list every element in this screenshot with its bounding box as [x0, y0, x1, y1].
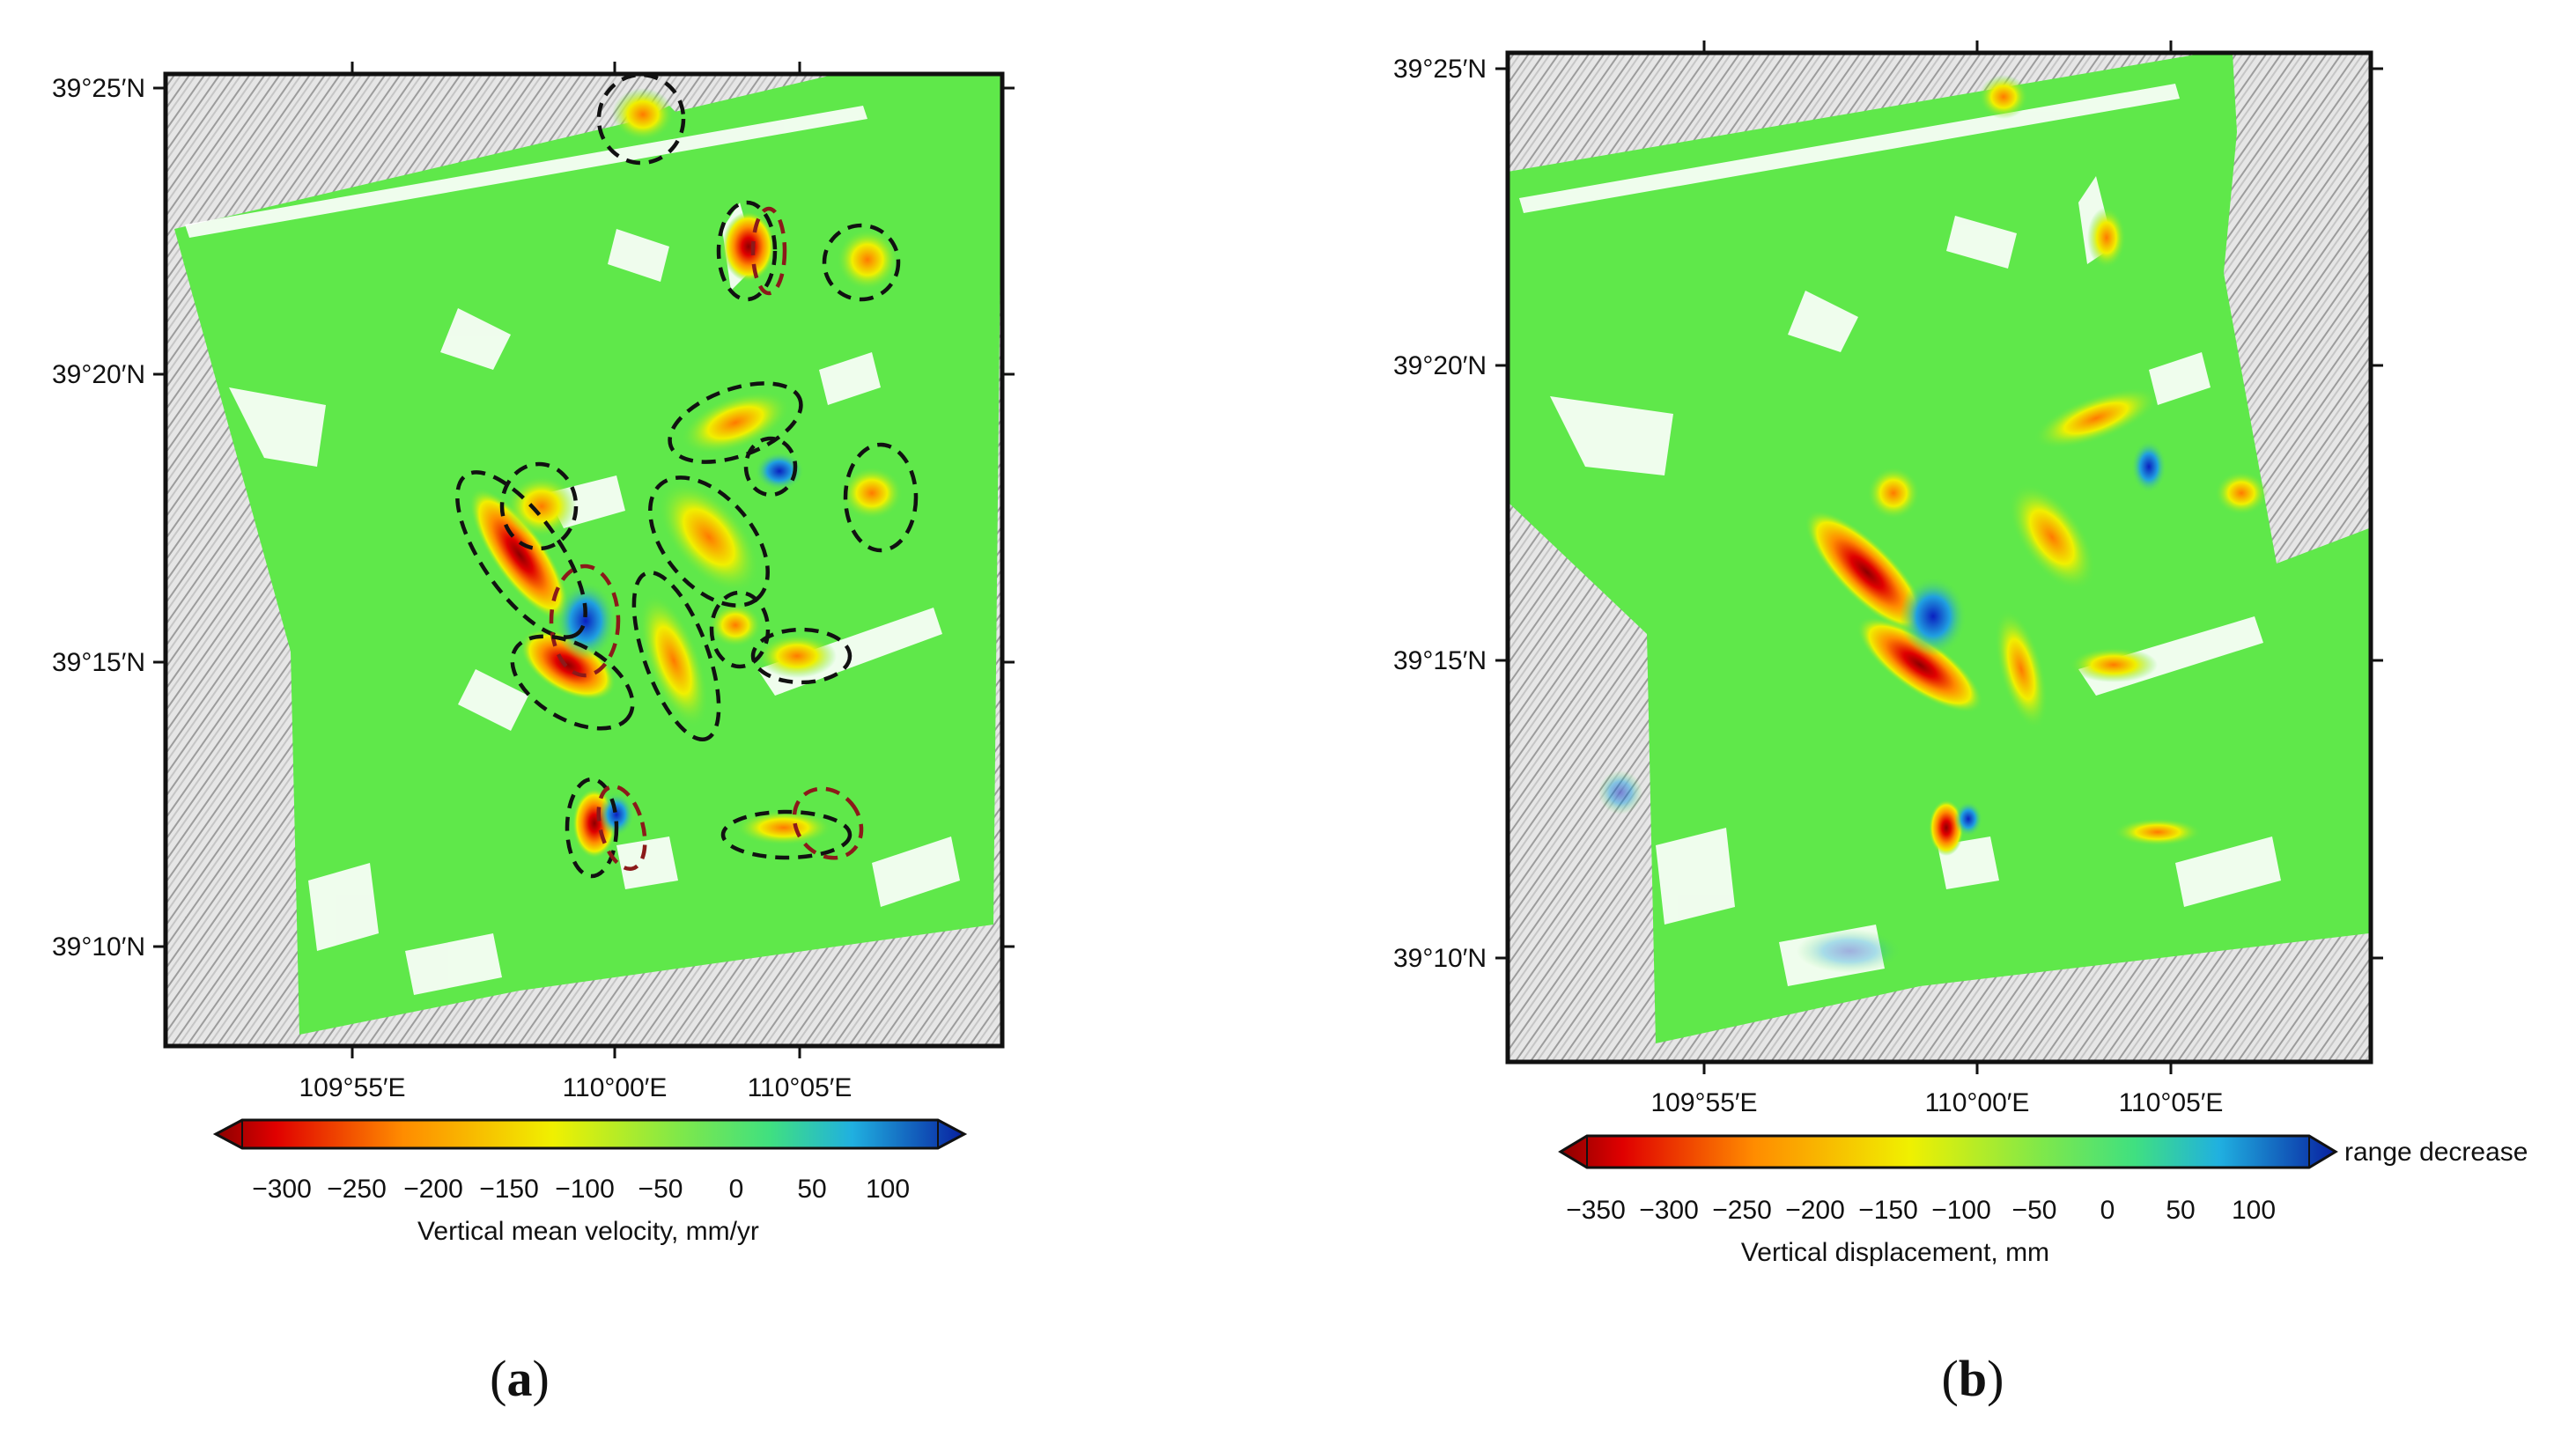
panel-a-colorbar-tick: −250: [327, 1175, 387, 1204]
panel-b-colorbar-tick: −300: [1639, 1196, 1699, 1225]
panel-a-colorbar-tick: −200: [403, 1175, 463, 1204]
panel-b-lon-label: 110°05′E: [2119, 1088, 2224, 1117]
panel-b-colorbar-bar: [1558, 1134, 2338, 1169]
panel-b-colorbar-tick: −250: [1712, 1196, 1772, 1225]
panel-a-lat-label: 39°20′N: [52, 360, 145, 389]
panel-a-colorbar-tick: −50: [638, 1175, 683, 1204]
panel-b-ticks: [1495, 41, 2383, 1074]
panel-a-colorbar-tick: 50: [797, 1175, 826, 1204]
panel-b-map: [1495, 41, 2383, 1074]
panel-a-lat-label: 39°15′N: [52, 648, 145, 677]
panel-b-colorbar: range decrease −350 −300 −250 −200 −150 …: [1558, 1134, 2528, 1267]
panel-b-lat-label: 39°20′N: [1393, 351, 1487, 380]
panel-b-colorbar-tick: −350: [1566, 1196, 1626, 1225]
panel-a-colorbar-tick: 0: [729, 1175, 744, 1204]
panel-b-deformation-signals: [1598, 75, 2268, 973]
panel-b-lat-label: 39°10′N: [1393, 944, 1487, 973]
panel-a-insar-swath: [174, 74, 1002, 1035]
panel-b-colorbar-tick: −100: [1931, 1196, 1991, 1225]
panel-a-lat-label: 39°25′N: [52, 74, 145, 103]
panel-a-frame: [163, 71, 1005, 1049]
panel-b-lon-label: 109°55′E: [1650, 1088, 1757, 1117]
panel-b-colorbar-tick: −50: [2012, 1196, 2057, 1225]
panel-a-dashed-outlines: [455, 74, 919, 879]
panel-a-colorbar: −300 −250 −200 −150 −100 −50 0 50 100 Ve…: [212, 1118, 968, 1246]
panel-a-deformation-signals: [469, 88, 903, 859]
panel-b-lon-label: 110°00′E: [1925, 1088, 2030, 1117]
panel-a-lat-label: 39°10′N: [52, 932, 145, 962]
panel-b-colorbar-tick: 50: [2166, 1196, 2195, 1225]
panel-a-colorbar-tick: −150: [479, 1175, 539, 1204]
panel-a-colorbar-bar: [212, 1118, 968, 1150]
panel-b-colorbar-tick: 0: [2100, 1196, 2115, 1225]
panel-a-colorbar-tick: −300: [252, 1175, 312, 1204]
panel-a-colorbar-tick: −100: [555, 1175, 615, 1204]
panel-a-lon-label: 109°55′E: [299, 1073, 405, 1102]
panel-b-lat-label: 39°25′N: [1393, 55, 1487, 84]
panel-b-colorbar-tick: 100: [2232, 1196, 2276, 1225]
panel-b-lat-label: 39°15′N: [1393, 646, 1487, 675]
panel-b-colorbar-title: Vertical displacement, mm: [1741, 1238, 2049, 1267]
panel-a-ticks: [153, 62, 1015, 1058]
panel-b-insar-swath: [1508, 53, 2369, 1043]
panel-b-colorbar-tick: −200: [1785, 1196, 1845, 1225]
panel-a-map: [153, 62, 1015, 1058]
panel-a-caption: (a): [490, 1350, 550, 1407]
panel-b-colorbar-end-label: range decrease: [2344, 1138, 2528, 1167]
panel-a-lon-label: 110°05′E: [748, 1073, 853, 1102]
panel-a-lon-label: 110°00′E: [563, 1073, 668, 1102]
panel-b-colorbar-tick: −150: [1858, 1196, 1918, 1225]
panel-b-frame: [1505, 50, 2373, 1065]
panel-a-colorbar-tick: 100: [866, 1175, 910, 1204]
panel-a-colorbar-title: Vertical mean velocity, mm/yr: [417, 1217, 759, 1246]
panel-b-caption: (b): [1942, 1350, 2004, 1407]
